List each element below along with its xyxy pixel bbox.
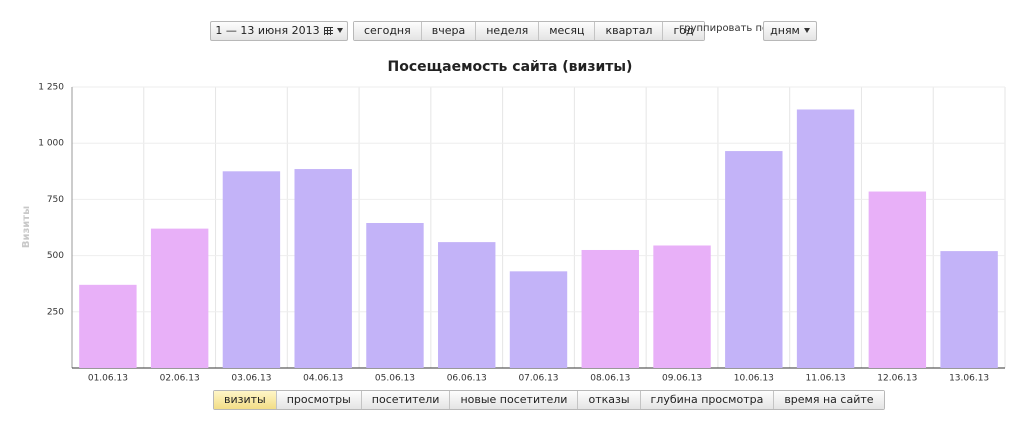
period-button[interactable]: неделя — [475, 22, 539, 40]
x-tick-label: 04.06.13 — [303, 374, 343, 384]
bar — [653, 245, 711, 368]
period-button[interactable]: вчера — [420, 22, 476, 40]
x-tick-label: 05.06.13 — [375, 374, 415, 384]
metric-tab[interactable]: время на сайте — [773, 391, 884, 409]
y-tick-label: 750 — [47, 195, 64, 205]
bar — [366, 223, 424, 368]
period-buttons: сегодня вчера неделя месяц квартал год — [353, 21, 705, 41]
period-button[interactable]: квартал — [594, 22, 663, 40]
bar — [150, 228, 209, 368]
bar — [79, 284, 137, 368]
metric-tab[interactable]: посетители — [360, 391, 450, 409]
y-tick-label: 1 000 — [38, 139, 64, 149]
dropdown-arrow — [803, 28, 810, 33]
metric-tabs: визиты просмотры посетители новые посетител… — [213, 390, 885, 410]
y-axis-label: Визиты — [21, 206, 32, 248]
bar — [868, 191, 927, 368]
dropdown-arrow — [336, 28, 343, 33]
bar — [940, 251, 998, 368]
x-tick-label: 02.06.13 — [160, 374, 200, 384]
bar — [222, 171, 281, 368]
y-tick-label: 500 — [47, 251, 64, 261]
bar — [294, 169, 352, 368]
date-button[interactable]: 1 — 13 июня 2013 — [210, 21, 348, 41]
bar — [796, 109, 855, 368]
metric-tab[interactable]: просмотры — [275, 391, 361, 409]
period-button[interactable]: год — [662, 22, 704, 40]
metric-tab[interactable]: глубина просмотра — [639, 391, 774, 409]
metric-tab[interactable]: отказы — [577, 391, 640, 409]
x-tick-label: 09.06.13 — [662, 374, 702, 384]
period-button[interactable]: сегодня — [354, 22, 421, 40]
x-tick-label: 06.06.13 — [447, 374, 487, 384]
period-button[interactable]: месяц — [538, 22, 595, 40]
bar — [509, 271, 568, 368]
x-tick-label: 07.06.13 — [518, 374, 558, 384]
group-select[interactable]: дням — [763, 21, 817, 41]
metric-tab[interactable]: визиты — [214, 391, 276, 409]
bar — [725, 151, 783, 368]
group-value: дням — [770, 24, 800, 37]
group-label: группировать по — [679, 23, 769, 34]
x-tick-label: 12.06.13 — [877, 374, 917, 384]
x-tick-label: 11.06.13 — [806, 374, 846, 384]
chart-title: Посещаемость сайта (визиты) — [388, 59, 633, 75]
x-tick-label: 10.06.13 — [734, 374, 774, 384]
y-tick-label: 250 — [47, 307, 64, 317]
date-range: 1 — 13 июня 2013 — [215, 24, 320, 37]
calendar-icon — [323, 27, 333, 35]
x-tick-label: 01.06.13 — [88, 374, 128, 384]
x-tick-label: 03.06.13 — [231, 374, 271, 384]
y-tick-label: 1 250 — [38, 83, 64, 93]
x-tick-label: 08.06.13 — [590, 374, 630, 384]
x-tick-label: 13.06.13 — [949, 374, 989, 384]
bar — [438, 242, 496, 368]
chart: Посещаемость сайта (визиты) Визиты 250 50… — [21, 59, 1006, 384]
metric-tab[interactable]: новые посетители — [449, 391, 578, 409]
bar — [581, 249, 639, 368]
